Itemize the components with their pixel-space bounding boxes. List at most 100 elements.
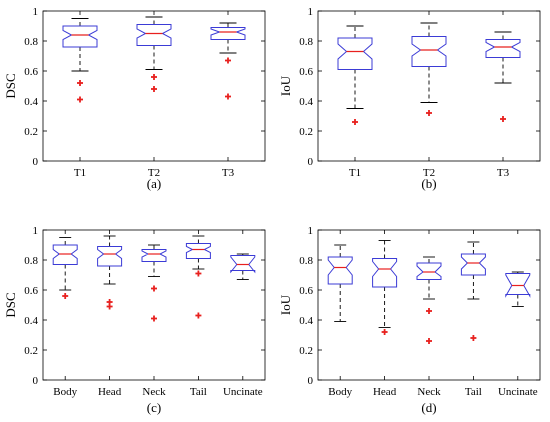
chart-panel-2: 0 0.2 0.4 0.6 0.8 1 IoU T1 T2 T3 (b) [278,6,541,191]
outlier-marker [195,270,202,277]
plot-frame [317,229,541,381]
x-tick-label: Body [328,386,352,398]
outlier-marker [352,119,358,125]
x-tick-label: T2 [423,167,435,179]
y-tick-label: 0 [33,156,39,168]
y-tick-label: 0.6 [299,285,313,297]
x-tick-label: T3 [497,167,510,179]
y-tick-label: 0.4 [24,96,38,108]
y-axis-label: DSC [3,292,18,317]
box-body [485,39,521,58]
x-tick-label: T3 [222,167,235,179]
box-body [141,249,167,262]
y-axis-label: DSC [3,73,18,98]
y-tick-label: 1 [33,225,39,237]
panel-caption: (d) [421,400,436,415]
outlier-marker [195,312,202,319]
y-tick-label: 0.2 [24,345,38,357]
y-tick-label: 1 [308,6,314,18]
outlier-marker [426,338,432,344]
box-t3 [485,31,521,122]
x-tick-label: Tail [465,386,482,398]
y-tick-label: 0.8 [24,255,38,267]
box-t1 [62,18,98,103]
box-uncinate [230,253,256,280]
y-tick-label: 1 [308,225,314,237]
box-body [416,262,442,280]
y-tick-label: 0.2 [299,126,313,138]
y-tick-label: 0.4 [299,96,313,108]
y-tick-label: 0.4 [24,315,38,327]
box-body [97,246,123,267]
outlier-marker [151,315,157,322]
y-tick-label: 0.2 [299,345,313,357]
x-tick-label: Head [98,386,122,398]
outlier-marker [151,74,157,80]
y-tick-label: 0 [308,156,314,168]
panel-caption: (a) [147,176,161,191]
box-body [460,253,486,276]
box-body [337,37,373,70]
outlier-marker [77,80,83,86]
outlier-marker [106,303,113,310]
outlier-marker [426,110,432,116]
outlier-marker [77,96,83,103]
chart-panel-4: 0 0.2 0.4 0.6 0.8 1 IoU Body Head Neck Tail Uncinat… [278,225,541,415]
box-neck [141,244,167,322]
y-tick-label: 0.6 [299,66,313,78]
outlier-marker [62,293,69,299]
y-tick-label: 0.8 [299,255,313,267]
outlier-marker [426,308,432,314]
y-tick-label: 0.6 [24,285,38,297]
chart-panel-3: 0 0.2 0.4 0.6 0.8 1 DSC Body Head Neck Tail Uncinat… [3,225,266,415]
x-tick-label: Neck [142,386,166,398]
box-head [372,240,398,335]
box-t1 [337,25,373,125]
box-body [210,27,246,40]
box-t2 [411,22,447,116]
box-body [52,237,78,299]
y-tick-label: 0 [308,375,314,387]
x-tick-label: Uncinate [223,386,263,398]
box-body [505,273,531,298]
x-tick-label: Neck [417,386,441,398]
box-body [62,25,98,48]
outlier-marker [151,86,157,92]
y-tick-label: 0 [33,375,39,387]
box-body [327,244,353,322]
box-neck [416,256,442,344]
y-axis-label: IoU [278,294,293,315]
panel-caption: (b) [421,176,436,191]
outlier-marker [500,116,506,122]
outlier-marker [381,329,388,335]
y-axis-label: IoU [278,75,293,96]
box-body [327,256,353,285]
x-tick-label: T1 [349,167,361,179]
y-tick-label: 0.8 [299,36,313,48]
box-body [52,244,78,265]
box-body [136,24,172,46]
outlier-marker [470,335,477,341]
x-tick-label: T2 [148,167,160,179]
box-body [411,36,447,67]
box-head [97,235,123,310]
box-tail [460,241,486,341]
x-tick-label: Uncinate [498,386,538,398]
y-tick-label: 0.4 [299,315,313,327]
box-body [372,258,398,288]
y-tick-label: 0.8 [24,36,38,48]
panel-caption: (c) [147,400,161,415]
y-tick-label: 1 [33,6,39,18]
x-tick-label: Tail [190,386,207,398]
box-body [185,243,211,259]
outlier-marker [225,93,231,100]
x-tick-label: Body [53,386,77,398]
outlier-marker [151,285,157,292]
x-tick-label: Head [373,386,397,398]
box-body [230,255,256,274]
box-tail [185,235,211,319]
chart-panel-1: 0 0.2 0.4 0.6 0.8 1 DSC T1 T2 T3 (a) [3,6,266,191]
box-t2 [136,16,172,92]
x-tick-label: T1 [74,167,86,179]
